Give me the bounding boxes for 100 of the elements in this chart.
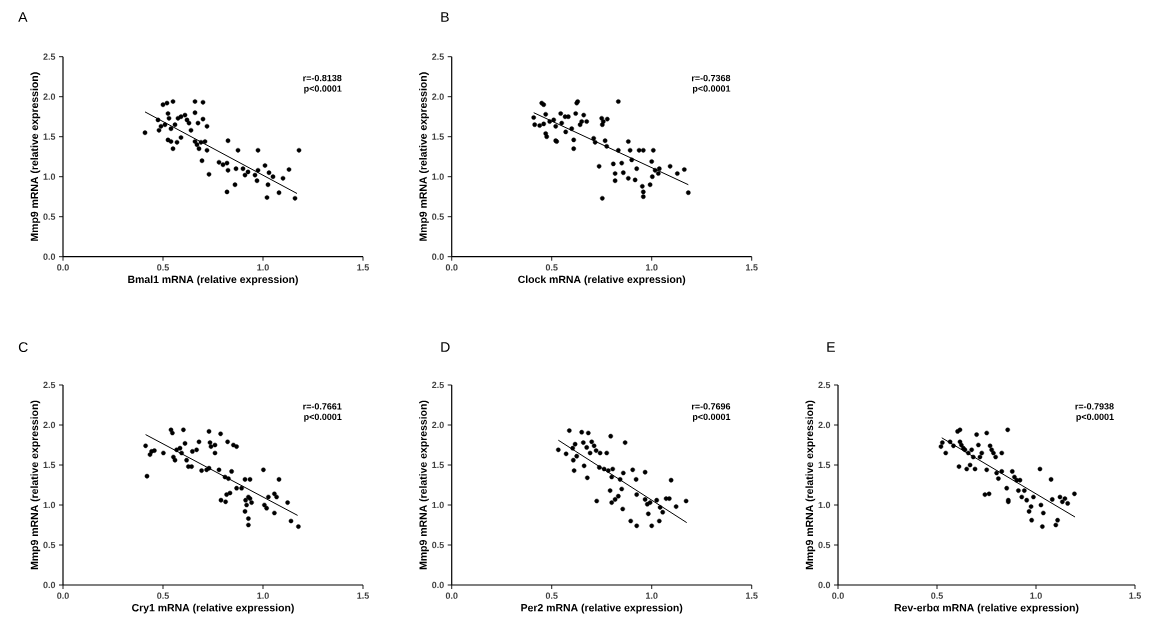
annotation: p<0.0001 (1076, 413, 1114, 422)
y-tick-label: 1.5 (818, 461, 831, 469)
annotation: p<0.0001 (692, 413, 731, 422)
point (673, 504, 679, 509)
point (581, 463, 587, 469)
annotation: r=-0.7661 (303, 403, 342, 410)
point (657, 505, 663, 510)
point (601, 466, 607, 472)
y-tick-label: 1.0 (432, 173, 444, 180)
x-tick-label: 0.5 (545, 264, 558, 271)
x-tick-label: 1.5 (357, 592, 369, 599)
y-tick-label: 0.0 (432, 253, 444, 260)
annotation: p<0.0001 (304, 85, 342, 94)
point (584, 445, 590, 450)
y-tick-label: 1.5 (43, 133, 56, 140)
point (616, 493, 621, 499)
x-tick-label: 0.5 (157, 264, 169, 271)
x-tick-label: 1.5 (746, 264, 758, 271)
point (649, 523, 655, 529)
x-tick-label: 0.5 (157, 592, 169, 599)
point (683, 498, 689, 504)
chart-title: C (18, 342, 28, 353)
x-tick-label: 1.5 (746, 592, 758, 599)
x-tick-label: 0.5 (931, 592, 943, 599)
annotation: r=-0.7938 (1075, 403, 1114, 410)
x-axis-title: Rev-erbα mRNA (relative expression) (894, 603, 1079, 614)
annotation: r=-0.8138 (303, 74, 342, 82)
y-tick-label: 2.5 (432, 53, 444, 60)
y-tick-label: 0.0 (43, 253, 56, 260)
y-tick-label: 1.0 (43, 173, 56, 180)
point (606, 468, 611, 473)
y-tick-label: 1.5 (43, 461, 56, 469)
point (604, 450, 610, 456)
point (610, 466, 616, 472)
point (607, 488, 613, 493)
point (619, 486, 625, 492)
point (593, 448, 599, 453)
y-tick-label: 1.5 (432, 461, 444, 469)
y-tick-label: 2.5 (818, 381, 831, 389)
point (567, 428, 572, 433)
chart-title: A (18, 12, 28, 22)
point (657, 518, 662, 524)
annotation: r=-0.7696 (691, 403, 731, 410)
y-tick-label: 2.0 (432, 421, 444, 429)
point (574, 453, 580, 459)
point (630, 467, 636, 473)
y-tick-label: 0.5 (43, 541, 56, 549)
chart-title: E (827, 342, 835, 352)
x-tick-label: 0.0 (832, 592, 844, 599)
x-tick-label: 1.0 (646, 264, 658, 271)
point (597, 465, 602, 470)
x-tick-label: 0.0 (57, 592, 69, 599)
point (594, 498, 600, 504)
y-tick-label: 0.5 (432, 213, 444, 220)
y-tick-label: 1.0 (432, 501, 444, 509)
y-tick-label: 0.5 (43, 213, 56, 220)
y-tick-label: 0.5 (818, 541, 831, 549)
point (571, 468, 577, 473)
y-tick-label: 2.5 (432, 381, 444, 389)
point (634, 492, 640, 497)
point (663, 496, 669, 501)
y-axis-title: Mmp9 mRNA (relative expression) (419, 72, 429, 241)
point (589, 439, 595, 445)
y-tick-label: 0.5 (432, 541, 444, 549)
point (668, 477, 674, 483)
point (612, 497, 618, 502)
x-axis-title: Clock mRNA (relative expression) (518, 275, 686, 286)
y-tick-label: 2.0 (43, 421, 56, 429)
y-axis-title: Mmp9 mRNA (relative expression) (419, 400, 429, 570)
y-tick-label: 2.0 (43, 93, 56, 100)
point (587, 450, 593, 456)
point (617, 477, 623, 482)
x-tick-label: 0.5 (545, 592, 558, 599)
point (586, 430, 591, 436)
y-tick-label: 1.0 (818, 501, 831, 509)
y-axis-title: Mmp9 mRNA (relative expression) (30, 400, 41, 570)
point (608, 433, 614, 439)
point (597, 450, 603, 456)
point (585, 475, 590, 481)
chart-title: B (441, 12, 449, 22)
point (622, 440, 628, 445)
y-tick-label: 1.0 (43, 501, 56, 509)
y-tick-label: 1.5 (432, 133, 444, 140)
point (633, 477, 639, 482)
point (660, 509, 666, 515)
x-tick-label: 0.0 (445, 264, 458, 271)
y-tick-label: 0.0 (43, 581, 56, 589)
point (609, 474, 615, 480)
point (634, 523, 640, 529)
y-tick-label: 2.0 (432, 93, 444, 100)
x-axis-title: Bmal1 mRNA (relative expression) (128, 275, 298, 286)
y-axis-title: Mmp9 mRNA (relative expression) (30, 72, 41, 241)
x-tick-label: 1.5 (1129, 592, 1141, 599)
x-tick-label: 1.0 (1030, 592, 1042, 599)
point (572, 441, 578, 447)
point (642, 497, 648, 502)
point (628, 518, 634, 524)
point (591, 443, 597, 449)
point (556, 447, 561, 453)
x-tick-label: 0.0 (57, 264, 69, 271)
